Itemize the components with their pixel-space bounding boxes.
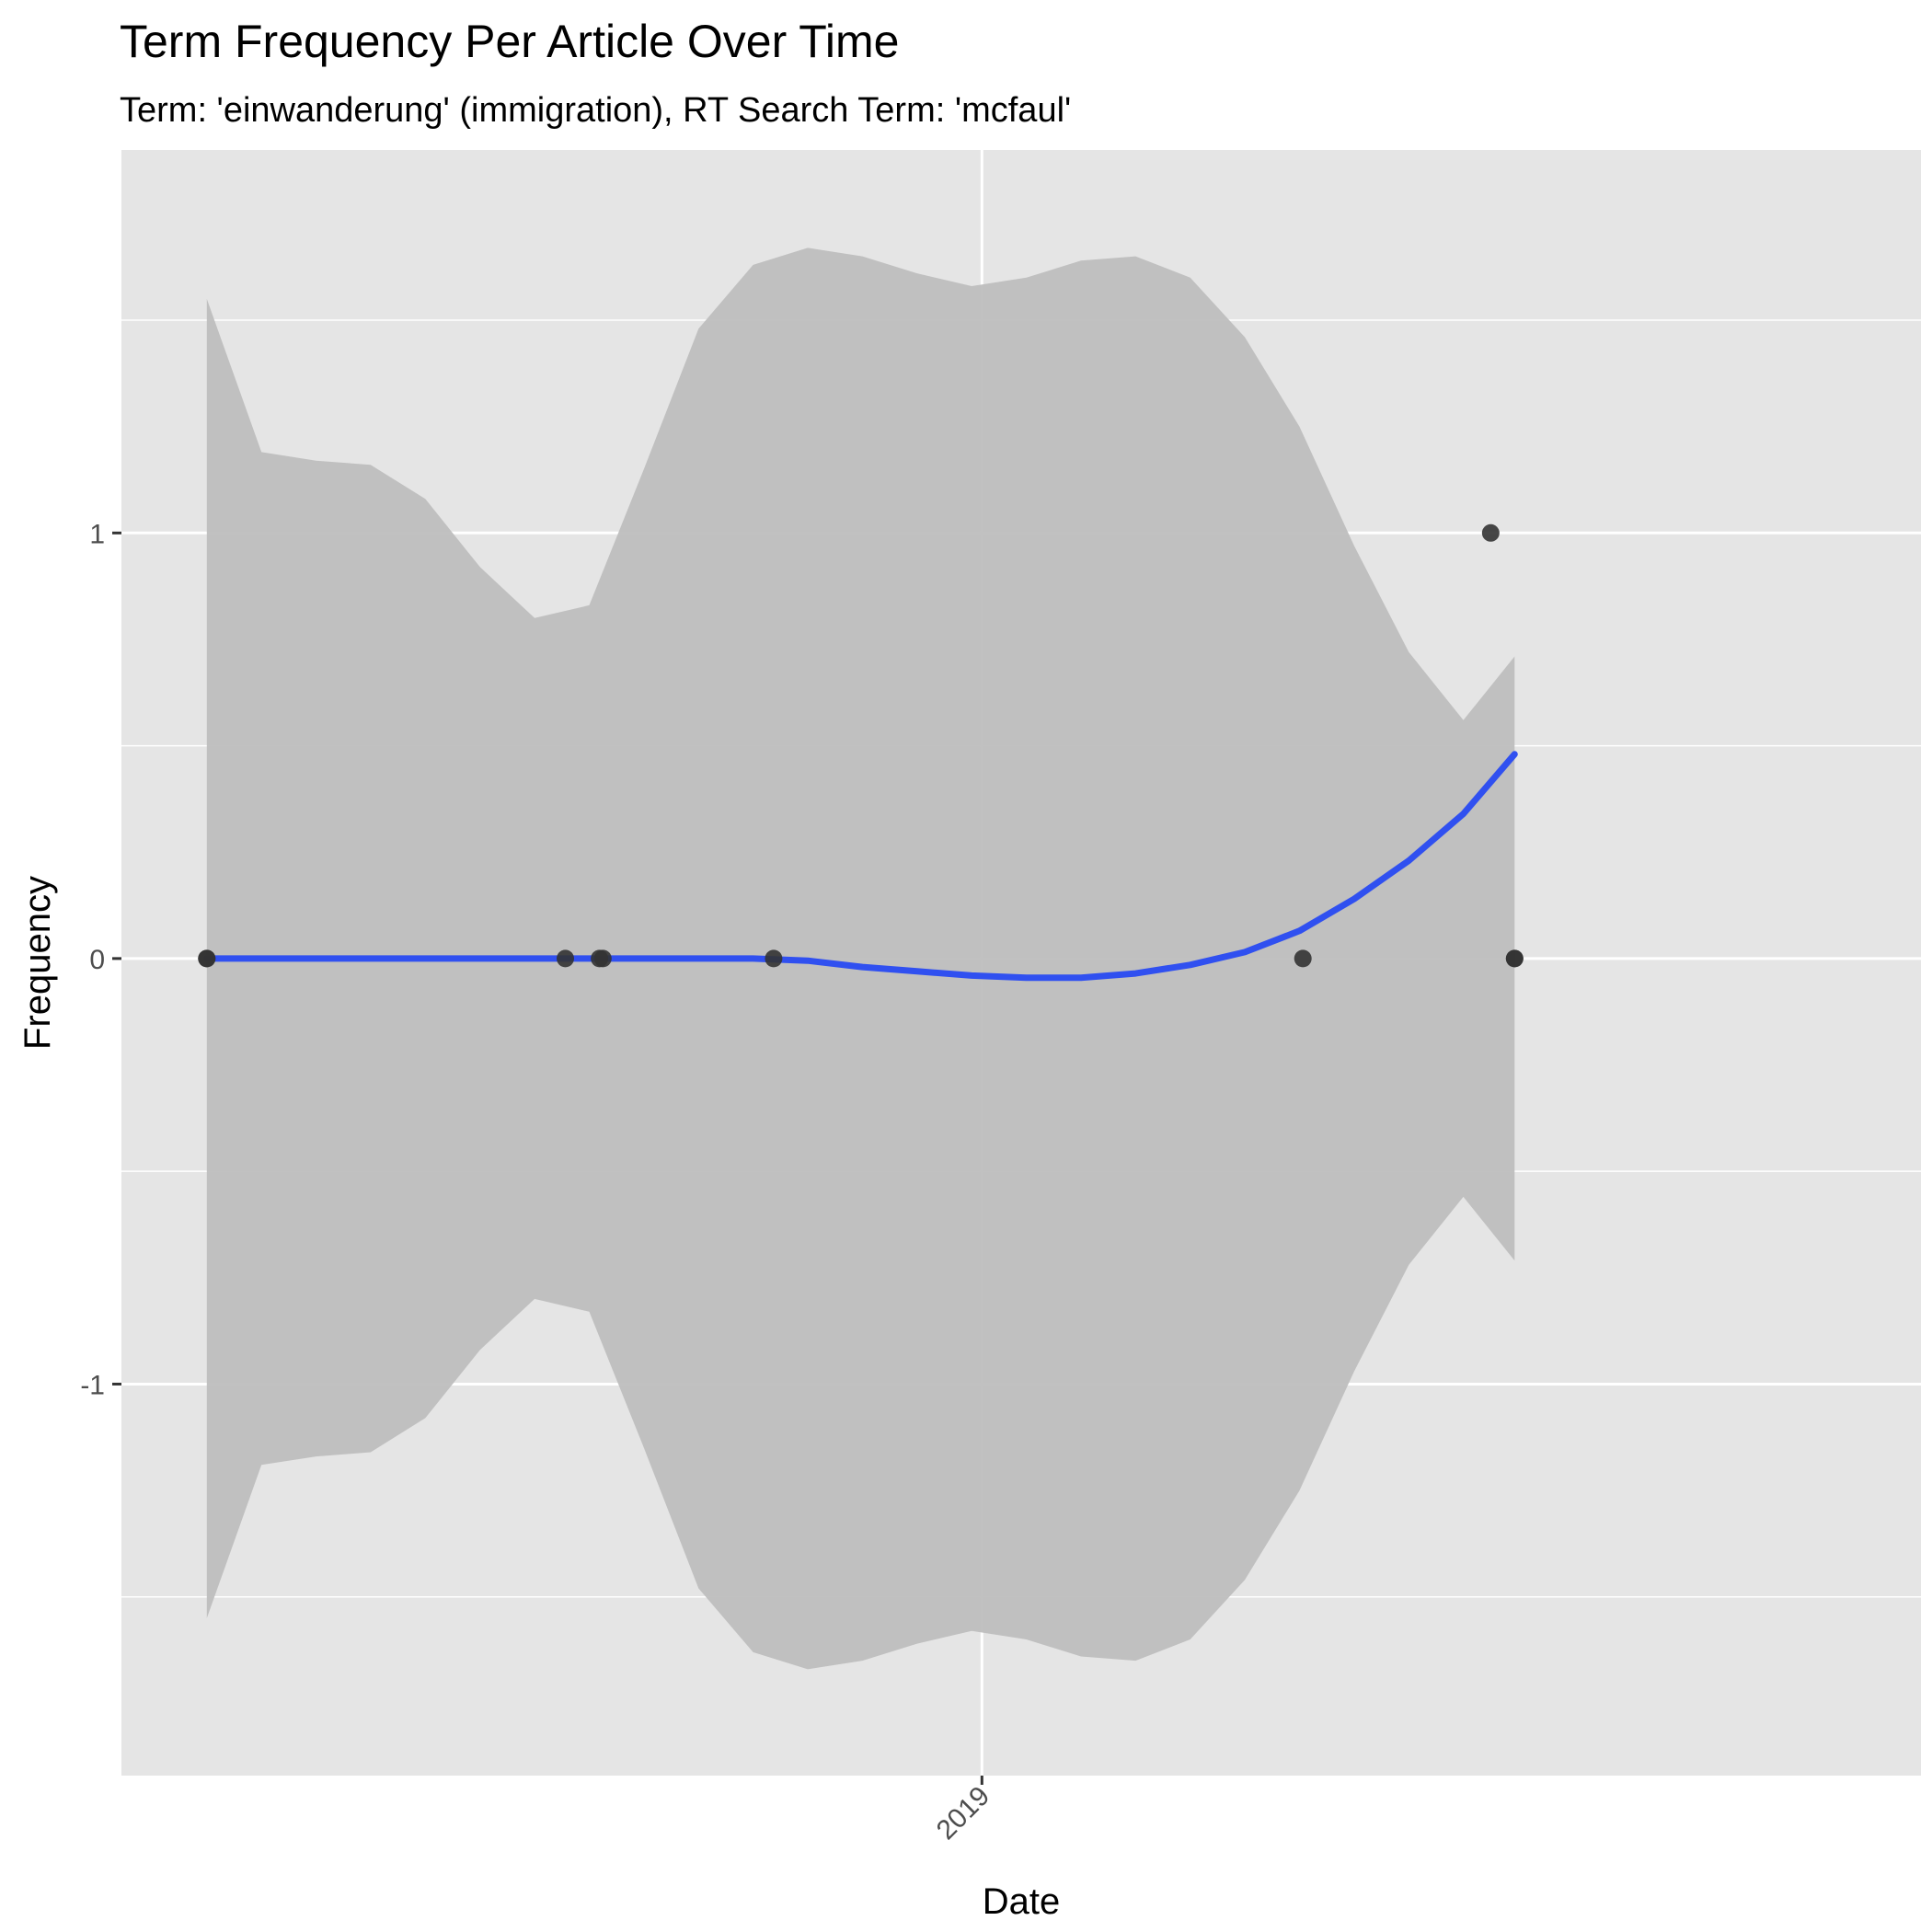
data-point bbox=[1294, 949, 1312, 968]
data-point bbox=[765, 949, 783, 968]
confidence-ribbon bbox=[206, 247, 1515, 1670]
y-tick-label: 0 bbox=[89, 945, 105, 975]
data-point bbox=[1481, 523, 1500, 542]
y-axis-title: Frequency bbox=[17, 876, 58, 1050]
x-tick-label: 2019 bbox=[931, 1781, 996, 1846]
data-point bbox=[198, 949, 216, 968]
data-point bbox=[557, 949, 575, 968]
data-point bbox=[1505, 949, 1524, 968]
x-axis-title: Date bbox=[983, 1881, 1061, 1922]
data-points bbox=[198, 523, 1524, 968]
data-point bbox=[593, 949, 612, 968]
smooth-line-layer bbox=[203, 751, 1518, 982]
chart-title: Term Frequency Per Article Over Time bbox=[120, 16, 899, 67]
smooth-trend-line bbox=[203, 751, 1518, 982]
confidence-ribbon-layer bbox=[206, 247, 1515, 1670]
y-tick-label: 1 bbox=[89, 519, 105, 549]
y-tick-label: -1 bbox=[80, 1370, 105, 1400]
chart-subtitle: Term: 'einwanderung' (immigration), RT S… bbox=[120, 91, 1071, 130]
